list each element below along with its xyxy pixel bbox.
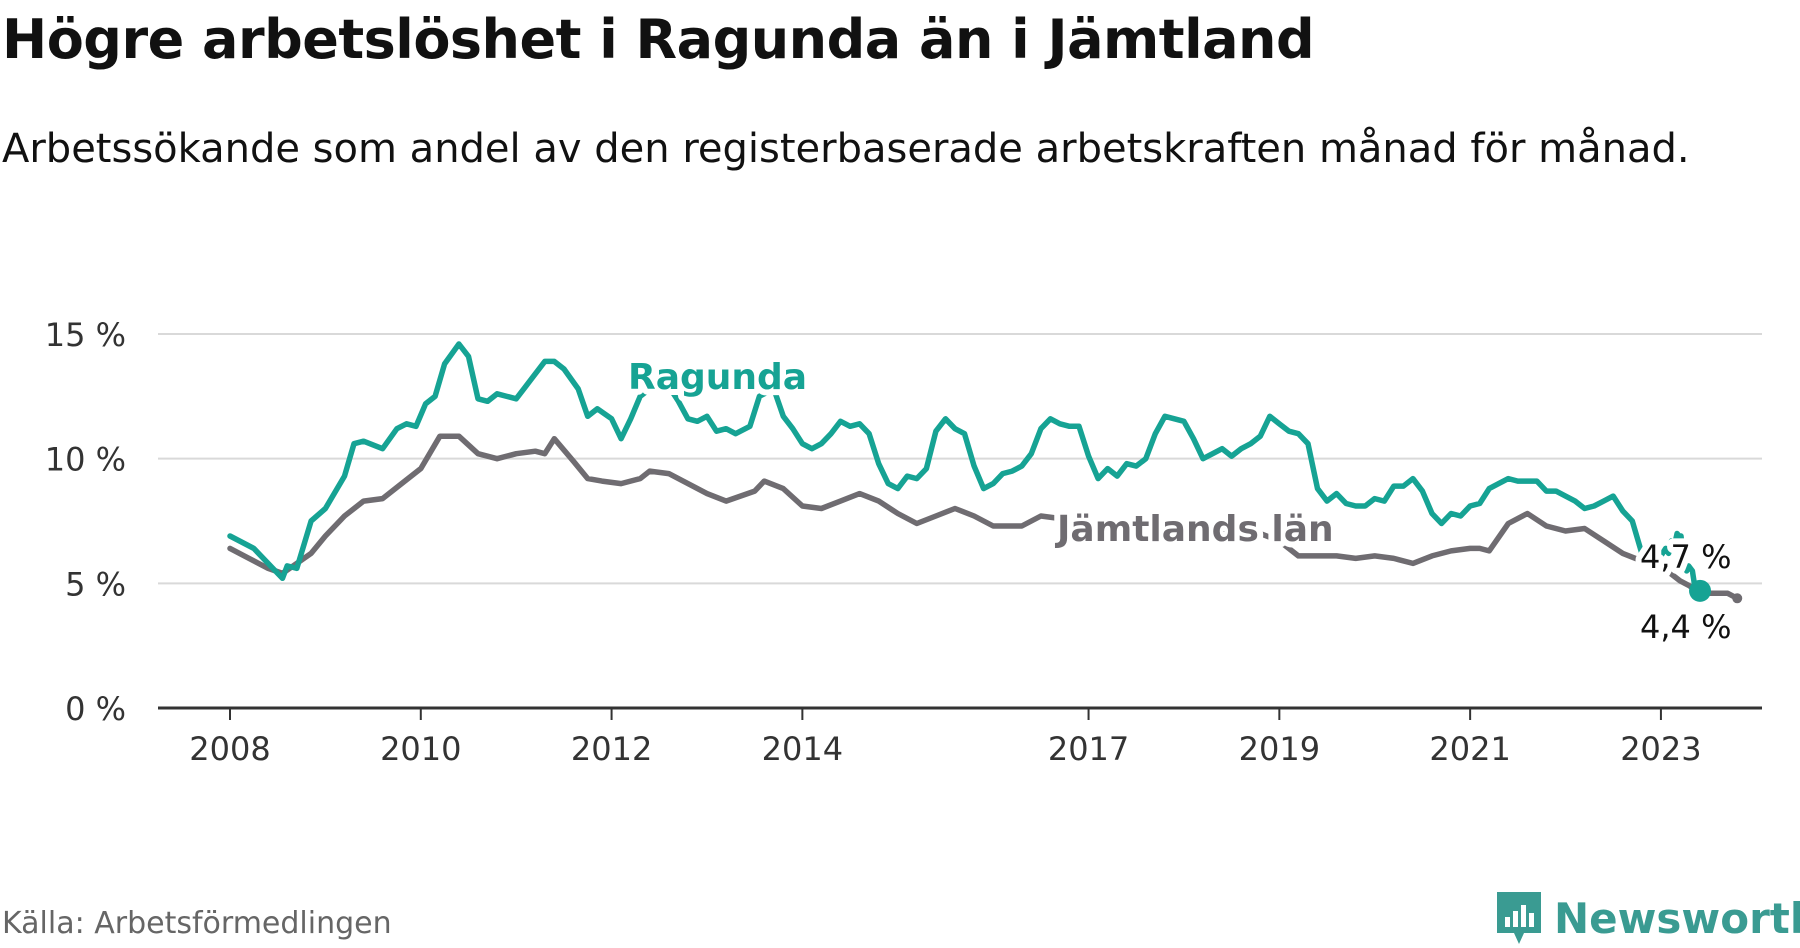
brand: Newsworthy <box>1494 888 1800 948</box>
newsworthy-logo-icon <box>1497 892 1541 944</box>
series-line-ragunda <box>227 341 1703 594</box>
end-point-jamtland <box>1732 593 1743 604</box>
gridlines <box>158 333 1762 585</box>
x-tick-label: 2008 <box>189 730 270 768</box>
chart-subtitle: Arbetssökande som andel av den registerb… <box>2 126 1690 172</box>
series-label-jamtland: Jämtlands län <box>1054 509 1334 550</box>
x-axis: 2008 2010 2012 2014 2017 2019 2021 2023 <box>158 706 1762 768</box>
x-tick-label: 2014 <box>762 730 843 768</box>
series-label-ragunda: Ragunda <box>628 357 807 398</box>
y-tick-label: 5 % <box>65 565 126 603</box>
end-value-jamtland: 4,4 % <box>1640 608 1731 646</box>
y-tick-label: 15 % <box>45 316 126 354</box>
y-axis: 0 % 5 % 10 % 15 % <box>45 316 126 728</box>
chart-title: Högre arbetslöshet i Ragunda än i Jämtla… <box>2 8 1315 71</box>
x-tick-label: 2012 <box>571 730 652 768</box>
x-tick-label: 2021 <box>1429 730 1510 768</box>
series-line-jamtland <box>227 433 1740 602</box>
end-value-ragunda: 4,7 % <box>1640 538 1731 576</box>
x-tick-label: 2019 <box>1239 730 1320 768</box>
y-tick-label: 0 % <box>65 690 126 728</box>
end-point-ragunda <box>1689 579 1712 602</box>
source-note: Källa: Arbetsförmedlingen <box>2 906 392 941</box>
x-tick-label: 2010 <box>380 730 461 768</box>
label-layer: Ragunda Jämtlands län 4,7 % 4,4 % <box>622 351 1737 652</box>
series-layer <box>227 341 1743 604</box>
y-tick-label: 10 % <box>45 441 126 479</box>
brand-name: Newsworthy <box>1554 893 1800 943</box>
x-tick-label: 2017 <box>1048 730 1129 768</box>
x-tick-label: 2023 <box>1620 730 1701 768</box>
